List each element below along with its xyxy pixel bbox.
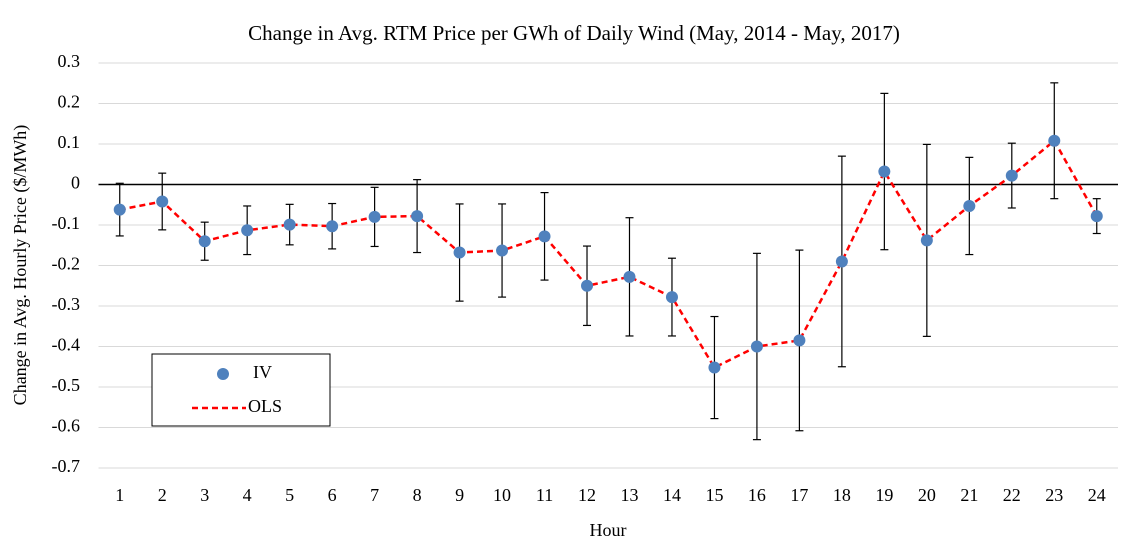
chart-title: Change in Avg. RTM Price per GWh of Dail… [248,21,900,45]
x-tick-label: 3 [200,485,209,505]
x-tick-label: 7 [370,485,379,505]
plot [113,82,1103,441]
y-tick-label: -0.5 [52,375,81,395]
iv-point [835,255,848,268]
x-tick-label: 13 [620,485,638,505]
x-tick-label: 5 [285,485,294,505]
iv-point [538,230,551,243]
iv-point [1090,210,1103,223]
iv-point [113,203,126,216]
x-tick-label: 21 [960,485,978,505]
x-tick-label: 15 [705,485,723,505]
legend-marker [217,368,229,380]
x-tick-label: 24 [1088,485,1106,505]
legend-label: IV [253,362,272,382]
iv-point [581,279,594,292]
iv-point [198,235,211,248]
x-tick-label: 11 [536,485,553,505]
iv-point [283,218,296,231]
iv-point [326,220,339,233]
iv-point [708,361,721,374]
x-tick-label: 6 [328,485,337,505]
iv-point [241,224,254,237]
iv-point [411,210,424,223]
y-axis-label: Change in Avg. Hourly Price ($/MWh) [10,125,31,406]
iv-point [1048,134,1061,147]
iv-point [878,165,891,178]
iv-point [920,234,933,247]
iv-point [793,334,806,347]
iv-point [963,199,976,212]
y-tick-label: -0.6 [52,416,81,436]
iv-point [750,340,763,353]
x-tick-label: 4 [243,485,252,505]
x-tick-label: 17 [790,485,808,505]
iv-point [623,270,636,283]
y-tick-label: -0.3 [52,294,81,314]
y-tick-label: 0.3 [58,51,81,71]
grid: -0.7-0.6-0.5-0.4-0.3-0.2-0.100.10.20.31 2… [52,51,1118,505]
iv-point [665,291,678,304]
legend-label: OLS [248,396,282,416]
x-tick-label: 9 [455,485,464,505]
x-tick-label: 22 [1003,485,1021,505]
x-tick-label: 10 [493,485,511,505]
iv-point [156,195,169,208]
y-tick-label: 0.2 [58,92,81,112]
iv-point [496,244,509,257]
y-tick-label: 0.1 [58,132,81,152]
iv-point [453,246,466,259]
x-tick-label: 18 [833,485,851,505]
x-tick-label: 16 [748,485,766,505]
y-tick-label: -0.2 [52,254,81,274]
x-tick-label: 20 [918,485,936,505]
iv-point [1005,169,1018,182]
legend-box [151,353,331,427]
x-tick-label: 2 [158,485,167,505]
x-tick-label: 12 [578,485,596,505]
ols-line [119,138,1098,370]
legend: IV OLS [151,353,331,427]
y-tick-label: -0.1 [52,213,81,233]
x-tick-label: 23 [1045,485,1063,505]
y-tick-label: -0.4 [52,335,81,355]
y-tick-label: -0.7 [52,456,81,476]
x-tick-label: 19 [875,485,893,505]
y-tick-label: 0 [71,173,80,193]
iv-point [368,210,381,223]
x-axis-label: Hour [590,520,627,540]
x-tick-label: 14 [663,485,681,505]
x-tick-label: 8 [413,485,422,505]
x-tick-label: 1 [115,485,124,505]
